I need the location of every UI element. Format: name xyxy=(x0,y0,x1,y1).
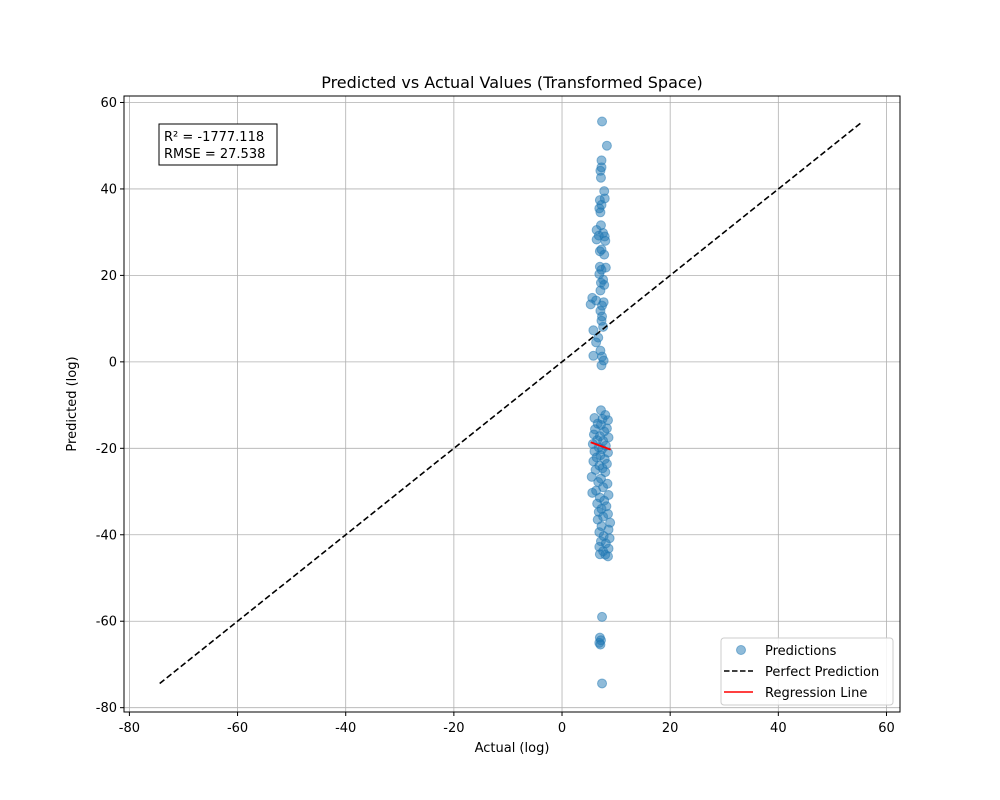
y-axis-label: Predicted (log) xyxy=(65,356,80,451)
legend: Predictions Perfect Prediction Regressio… xyxy=(720,637,894,706)
prediction-point xyxy=(595,207,606,218)
plot-area xyxy=(159,116,864,689)
y-axis-ticks: -80 -60 -40 -20 0 20 40 60 xyxy=(96,96,124,716)
prediction-point xyxy=(598,321,609,332)
legend-perfect-prediction-label: Perfect Prediction xyxy=(765,665,879,680)
x-tick-label: -40 xyxy=(335,721,356,736)
rmse-text: RMSE = 27.538 xyxy=(164,147,265,162)
grid xyxy=(124,96,900,712)
prediction-point xyxy=(595,639,606,650)
prediction-point xyxy=(600,235,611,246)
prediction-point xyxy=(595,285,606,296)
x-tick-label: -60 xyxy=(227,721,248,736)
metrics-annotation-box xyxy=(158,123,278,166)
prediction-point xyxy=(585,299,596,310)
metrics-annotation: R² = -1777.118 RMSE = 27.538 xyxy=(158,123,278,166)
x-tick-label: 60 xyxy=(878,721,895,736)
y-tick-label: -60 xyxy=(96,615,117,630)
y-tick-label: -20 xyxy=(96,442,117,457)
prediction-point xyxy=(597,611,608,622)
perfect-prediction-line xyxy=(159,120,864,685)
prediction-point xyxy=(588,350,599,361)
x-axis-ticks: -80 -60 -40 -20 0 20 40 60 xyxy=(119,712,895,736)
r-squared-text: R² = -1777.118 xyxy=(164,130,264,145)
x-tick-label: 40 xyxy=(770,721,787,736)
y-tick-label: 0 xyxy=(109,355,117,370)
prediction-point xyxy=(587,487,598,498)
y-tick-label: -80 xyxy=(96,701,117,716)
regression-line xyxy=(590,441,612,451)
prediction-point xyxy=(597,678,608,689)
prediction-point xyxy=(591,337,602,348)
y-tick-label: 40 xyxy=(100,182,117,197)
legend-predictions-marker xyxy=(736,645,746,655)
prediction-point xyxy=(599,249,610,260)
y-tick-label: 60 xyxy=(100,96,117,111)
prediction-point xyxy=(602,551,613,562)
x-tick-label: 0 xyxy=(558,721,566,736)
prediction-point xyxy=(597,116,608,127)
x-tick-label: -80 xyxy=(119,721,140,736)
legend-regression-label: Regression Line xyxy=(765,686,867,701)
y-tick-label: -40 xyxy=(96,528,117,543)
legend-predictions-label: Predictions xyxy=(765,644,837,659)
prediction-point xyxy=(601,140,612,151)
prediction-point xyxy=(588,325,599,336)
prediction-point xyxy=(591,234,602,245)
axes-frame xyxy=(123,95,901,713)
x-axis-label: Actual (log) xyxy=(475,741,550,756)
legend-box xyxy=(720,637,894,706)
prediction-point xyxy=(595,172,606,183)
chart-title: Predicted vs Actual Values (Transformed … xyxy=(321,73,703,92)
prediction-point xyxy=(596,360,607,371)
prediction-point xyxy=(586,471,597,482)
x-tick-label: 20 xyxy=(662,721,679,736)
x-tick-label: -20 xyxy=(443,721,464,736)
y-tick-label: 20 xyxy=(100,269,117,284)
